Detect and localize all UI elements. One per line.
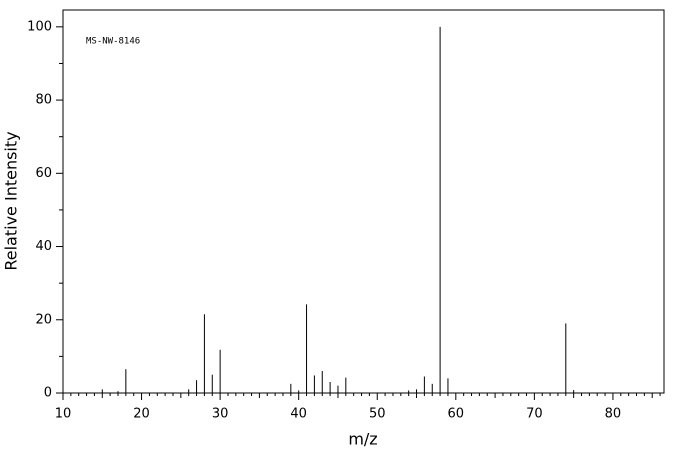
y-axis-label: Relative Intensity xyxy=(2,131,21,270)
x-tick-label: 80 xyxy=(605,407,622,422)
y-tick-label: 60 xyxy=(35,166,52,181)
plot-frame xyxy=(62,9,665,394)
x-tick-label: 60 xyxy=(448,407,465,422)
x-tick-label: 20 xyxy=(133,407,150,422)
x-tick-label: 10 xyxy=(55,407,72,422)
x-axis-label: m/z xyxy=(348,430,377,449)
y-tick-label: 100 xyxy=(27,19,52,34)
y-tick-label: 0 xyxy=(44,386,52,401)
annotation: MS-NW-8146 xyxy=(86,37,140,47)
y-tick-label: 40 xyxy=(35,239,52,254)
x-tick-label: 30 xyxy=(212,407,229,422)
y-tick-label: 80 xyxy=(35,93,52,108)
y-tick-label: 20 xyxy=(35,312,52,327)
x-tick-label: 50 xyxy=(369,407,386,422)
x-tick-label: 70 xyxy=(526,407,543,422)
x-tick-label: 40 xyxy=(290,407,307,422)
